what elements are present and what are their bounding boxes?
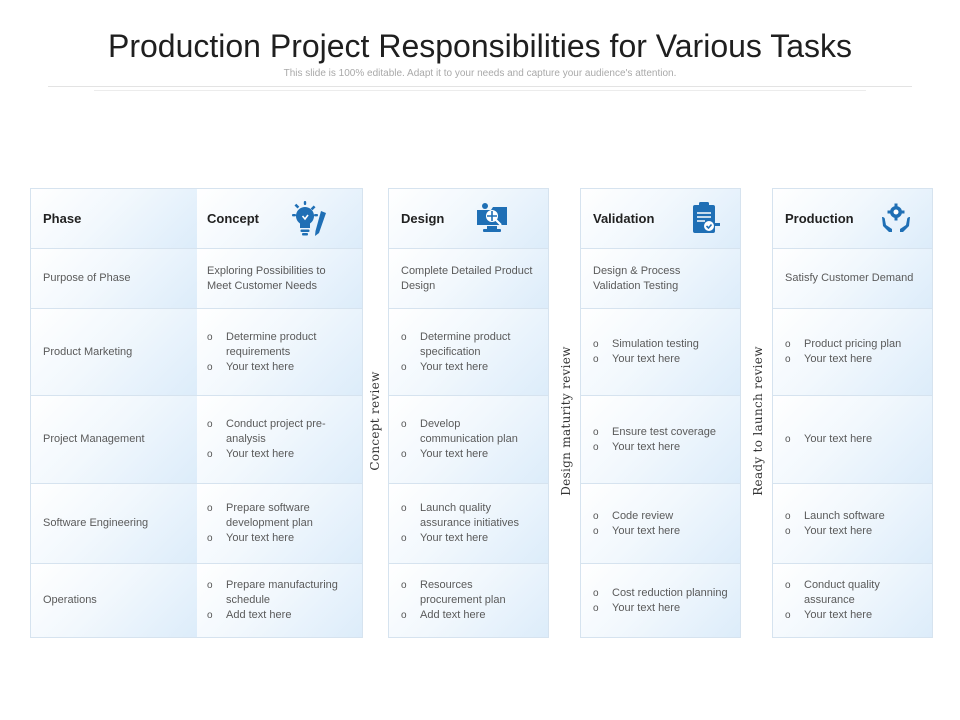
row-label-purpose: Purpose of Phase (31, 249, 197, 309)
list-item: Prepare software development plan (207, 501, 350, 531)
list-item: Determine product specification (401, 330, 536, 360)
production-software-engineering: Launch software Your text here (773, 484, 932, 564)
list-item: Your text here (785, 432, 872, 447)
page-title: Production Project Responsibilities for … (107, 28, 853, 64)
list-item: Product pricing plan (785, 337, 901, 352)
table-production: Production Satisfy Customer Demand Produ… (772, 188, 933, 638)
bullet-list: Launch quality assurance initiatives You… (401, 501, 536, 546)
table-concept: Phase Concept Purpose of Phase Exploring… (30, 188, 363, 638)
list-item: Your text here (207, 447, 350, 462)
list-item: Your text here (401, 531, 536, 546)
clipboard-check-icon (693, 202, 720, 233)
bullet-list: Simulation testing Your text here (593, 337, 699, 367)
review-label-design-maturity: Design maturity review (559, 346, 573, 496)
bullet-list: Conduct quality assurance Your text here (785, 578, 920, 623)
bullet-list: Determine product requirements Your text… (207, 330, 350, 375)
bullet-list: Your text here (785, 432, 872, 447)
bullet-list: Launch software Your text here (785, 509, 885, 539)
concept-product-marketing: Determine product requirements Your text… (197, 309, 362, 396)
list-item: Your text here (207, 360, 350, 375)
row-label-project-management: Project Management (31, 396, 197, 484)
bullet-list: Conduct project pre-analysis Your text h… (207, 417, 350, 462)
list-item: Code review (593, 509, 680, 524)
design-software-engineering: Launch quality assurance initiatives You… (389, 484, 548, 564)
design-purpose: Complete Detailed Product Design (389, 249, 548, 309)
list-item: Your text here (401, 360, 536, 375)
row-label-product-marketing: Product Marketing (31, 309, 197, 396)
list-item: Ensure test coverage (593, 425, 716, 440)
concept-purpose: Exploring Possibilities to Meet Customer… (197, 249, 362, 309)
bullet-list: Determine product specification Your tex… (401, 330, 536, 375)
design-project-management: Develop communication plan Your text her… (389, 396, 548, 484)
validation-project-management: Ensure test coverage Your text here (581, 396, 740, 484)
concept-project-management: Conduct project pre-analysis Your text h… (197, 396, 362, 484)
list-item: Your text here (593, 352, 699, 367)
design-monitor-icon (477, 203, 507, 232)
bullet-list: Prepare manufacturing schedule Add text … (207, 578, 350, 623)
list-item: Your text here (593, 440, 716, 455)
production-project-management: Your text here (773, 396, 932, 484)
validation-operations: Cost reduction planning Your text here (581, 564, 740, 637)
hands-gear-icon (882, 203, 910, 232)
bullet-list: Product pricing plan Your text here (785, 337, 901, 367)
list-item: Your text here (593, 524, 680, 539)
list-item: Your text here (785, 608, 920, 623)
design-product-marketing: Determine product specification Your tex… (389, 309, 548, 396)
list-item: Simulation testing (593, 337, 699, 352)
validation-product-marketing: Simulation testing Your text here (581, 309, 740, 396)
list-item: Conduct quality assurance (785, 578, 920, 608)
row-header-phase: Phase (31, 189, 197, 249)
list-item: Prepare manufacturing schedule (207, 578, 350, 608)
list-item: Your text here (785, 352, 901, 367)
review-label-concept: Concept review (368, 371, 382, 471)
title-divider (48, 86, 912, 87)
validation-purpose: Design & Process Validation Testing (581, 249, 740, 309)
list-item: Your text here (401, 447, 536, 462)
design-operations: Resources procurement plan Add text here (389, 564, 548, 637)
title-divider-secondary (94, 90, 866, 91)
table-design: Design Complete Detailed Product Design … (388, 188, 549, 638)
list-item: Add text here (401, 608, 536, 623)
row-label-software-engineering: Software Engineering (31, 484, 197, 564)
list-item: Add text here (207, 608, 350, 623)
list-item: Your text here (593, 601, 728, 616)
production-operations: Conduct quality assurance Your text here (773, 564, 932, 637)
concept-operations: Prepare manufacturing schedule Add text … (197, 564, 362, 637)
concept-software-engineering: Prepare software development plan Your t… (197, 484, 362, 564)
bullet-list: Cost reduction planning Your text here (593, 586, 728, 616)
phase-name: Design (401, 211, 445, 226)
table-validation: Validation Design & Process Validation T… (580, 188, 741, 638)
page-subtitle: This slide is 100% editable. Adapt it to… (283, 68, 677, 79)
list-item: Launch quality assurance initiatives (401, 501, 536, 531)
production-purpose: Satisfy Customer Demand (773, 249, 932, 309)
list-item: Your text here (207, 531, 350, 546)
phase-name: Production (785, 211, 854, 226)
row-label-operations: Operations (31, 564, 197, 637)
phase-header-concept: Concept (197, 189, 362, 249)
list-item: Cost reduction planning (593, 586, 728, 601)
list-item: Your text here (785, 524, 885, 539)
bullet-list: Prepare software development plan Your t… (207, 501, 350, 546)
phase-header-production: Production (773, 189, 932, 249)
list-item: Resources procurement plan (401, 578, 536, 608)
bullet-list: Develop communication plan Your text her… (401, 417, 536, 462)
list-item: Conduct project pre-analysis (207, 417, 350, 447)
production-product-marketing: Product pricing plan Your text here (773, 309, 932, 396)
review-label-ready-to-launch: Ready to launch review (751, 346, 765, 496)
bullet-list: Code review Your text here (593, 509, 680, 539)
phase-header-design: Design (389, 189, 548, 249)
phase-name: Validation (593, 211, 655, 226)
list-item: Determine product requirements (207, 330, 350, 360)
bullet-list: Resources procurement plan Add text here (401, 578, 536, 623)
list-item: Develop communication plan (401, 417, 536, 447)
bullet-list: Ensure test coverage Your text here (593, 425, 716, 455)
validation-software-engineering: Code review Your text here (581, 484, 740, 564)
list-item: Launch software (785, 509, 885, 524)
phase-name: Concept (207, 211, 259, 226)
lightbulb-pencil-icon (292, 201, 326, 236)
